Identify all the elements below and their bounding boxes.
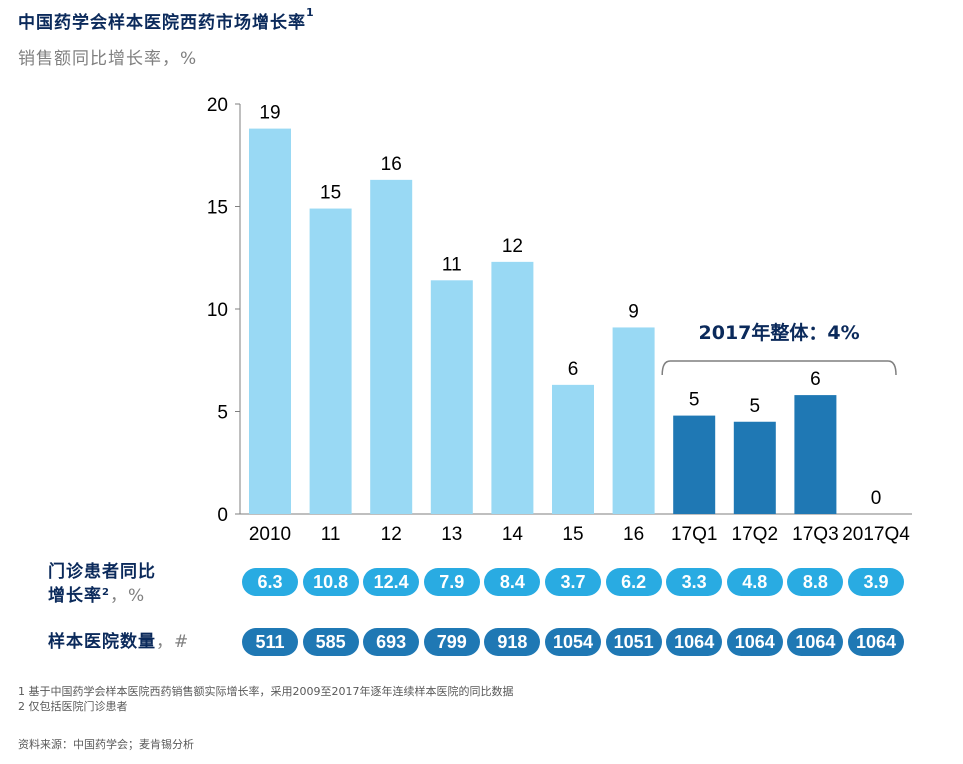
hospitals-pill-14: 918 [484,628,541,656]
hospitals-pill-17Q3: 1064 [787,628,844,656]
data-labels: 19 15 16 11 12 6 9 5 5 6 0 [259,103,881,509]
footnotes: 1 基于中国药学会样本医院西药销售额实际增长率，采用2009至2017年逐年连续… [18,684,513,714]
bar-14 [491,261,534,514]
x-tick-label-15: 15 [562,524,583,545]
hospitals-pill-17Q2: 1064 [726,628,783,656]
hospital-count-row-label: 样本医院数量，# [48,632,190,652]
data-label-2017Q4: 0 [871,488,882,509]
bar-chart: 0 5 10 15 20 19 15 16 11 12 6 9 5 5 6 0 2010 11 12 13 14 15… [207,95,912,545]
data-label-11: 15 [320,183,341,204]
outpatient-pill-2010: 6.3 [242,568,298,596]
outpatient-pill-12: 12.4 [363,568,420,596]
bar-2010 [249,128,291,514]
annotation-bracket [661,360,897,376]
x-tick-label-11: 11 [321,524,341,545]
annotation-2017: 2017年整体：4% [661,321,897,376]
outpatient-pill-2017Q4: 3.9 [848,568,904,596]
data-label-17Q1: 5 [689,390,700,411]
hospitals-pill-11: 585 [302,628,359,656]
data-label-2010: 19 [259,103,280,124]
x-tick-label-13: 13 [441,524,462,545]
data-label-16: 9 [628,301,639,322]
x-tick-label-14: 14 [502,524,524,545]
x-tick-label-16: 16 [623,524,644,545]
x-tick-label-17Q2: 17Q2 [732,524,778,545]
bar-13 [430,280,473,514]
outpatient-pill-11: 10.8 [302,568,359,596]
x-axis-ticks: 2010 11 12 13 14 15 16 17Q1 17Q2 17Q3 2017Q4 [249,524,910,545]
outpatient-pill-13: 7.9 [423,568,480,596]
data-label-12: 16 [381,154,402,175]
footnote-1: 1 基于中国药学会样本医院西药销售额实际增长率，采用2009至2017年逐年连续… [18,685,514,698]
bar-15 [552,384,594,514]
bar-16 [612,327,655,514]
outpatient-pill-14: 8.4 [484,568,541,596]
y-tick-label: 20 [207,95,228,116]
y-tick-label: 15 [207,198,228,219]
bar-17Q3 [794,395,837,514]
chart-subtitle: 销售额同比增长率，% [18,49,198,69]
y-tick-label: 10 [207,300,228,321]
x-tick-label-2017Q4: 2017Q4 [842,524,910,545]
title-footnote-mark: 1 [306,6,315,19]
bar-11 [309,208,352,515]
x-tick-label-12: 12 [381,524,402,545]
outpatient-pill-15: 3.7 [545,568,601,596]
data-label-17Q2: 5 [750,396,761,417]
data-label-14: 12 [502,236,523,257]
outpatient-pill-17Q1: 3.3 [666,568,723,596]
y-tick-label: 5 [217,403,228,424]
outpatient-pill-17Q3: 8.8 [787,568,844,596]
outpatient-row-label: 门诊患者同比 增长率2，% [48,562,156,606]
x-tick-label-17Q1: 17Q1 [671,524,717,545]
bar-17Q1 [673,415,716,514]
bar-17Q2 [733,421,776,514]
hospitals-pill-17Q1: 1064 [666,628,723,656]
footnote-2: 2 仅包括医院门诊患者 [18,700,128,713]
x-tick-label-2010: 2010 [249,524,291,545]
source-note: 资料来源：中国药学会；麦肯锡分析 [18,738,194,751]
data-label-13: 11 [442,254,462,275]
hospitals-pill-2017Q4: 1064 [848,628,904,656]
hospitals-pill-2010: 511 [242,628,298,656]
chart-title: 中国药学会样本医院西药市场增长率1 [18,6,315,33]
hospitals-pill-12: 693 [363,628,420,656]
bar-12 [370,179,413,514]
data-label-17Q3: 6 [810,369,821,390]
y-tick-label: 0 [217,505,228,526]
outpatient-pill-16: 6.2 [605,568,662,596]
bars [249,128,837,515]
data-label-15: 6 [568,359,579,380]
hospitals-pill-16: 1051 [605,628,662,656]
hospitals-pill-15: 1054 [545,628,601,656]
outpatient-pill-17Q2: 4.8 [726,568,783,596]
annotation-label: 2017年整体：4% [699,321,860,344]
x-tick-label-17Q3: 17Q3 [792,524,838,545]
hospitals-pill-13: 799 [423,628,480,656]
